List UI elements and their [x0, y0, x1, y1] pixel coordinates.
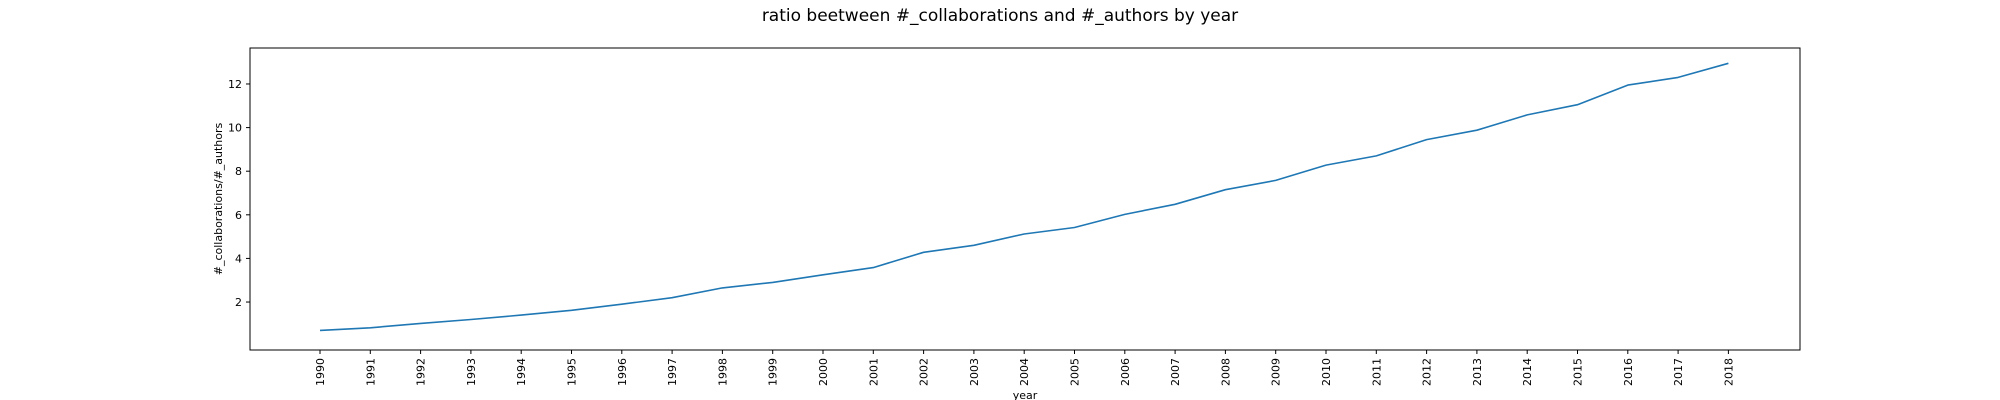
- x-tick-label: 2002: [918, 358, 931, 386]
- y-tick-label: 10: [228, 122, 242, 135]
- x-tick-label: 1994: [515, 358, 528, 386]
- x-tick-label: 2007: [1169, 358, 1182, 386]
- plot-area: [249, 47, 1801, 351]
- y-tick-label: 12: [228, 78, 242, 91]
- x-tick-label: 2005: [1069, 358, 1082, 386]
- x-tick-label: 1991: [364, 358, 377, 386]
- x-tick-label: 1998: [716, 358, 729, 386]
- x-tick-label: 2009: [1270, 358, 1283, 386]
- x-tick-label: 2010: [1320, 358, 1333, 386]
- x-tick-label: 2018: [1722, 358, 1735, 386]
- y-tick-label: 8: [235, 165, 242, 178]
- x-tick-label: 2001: [867, 358, 880, 386]
- y-tick-label: 2: [235, 296, 242, 309]
- x-tick-label: 2012: [1421, 358, 1434, 386]
- x-tick-label: 2000: [817, 358, 830, 386]
- y-axis: 2 4 6 8 10 12: [228, 78, 250, 309]
- x-tick-label: 2003: [968, 358, 981, 386]
- x-tick-label: 1992: [415, 358, 428, 386]
- x-tick-label: 2004: [1018, 358, 1031, 386]
- x-tick-label: 1995: [566, 358, 579, 386]
- x-tick-label: 2006: [1119, 358, 1132, 386]
- x-axis: 1990 1991 1992 1993 1994 1995 1996 1997 1998 1999…: [314, 350, 1735, 386]
- x-tick-label: 2014: [1521, 358, 1534, 386]
- series-line: [319, 62, 1729, 332]
- x-tick-label: 1996: [616, 358, 629, 386]
- x-tick-label: 2008: [1219, 358, 1232, 386]
- y-axis-label: #_collaborations/#_authors: [212, 122, 225, 275]
- x-tick-label: 2011: [1370, 358, 1383, 386]
- x-tick-label: 1999: [767, 358, 780, 386]
- chart-title: ratio beetween #_collaborations and #_au…: [762, 6, 1238, 26]
- y-tick-label: 6: [235, 209, 242, 222]
- x-tick-label: 2015: [1572, 358, 1585, 386]
- y-tick-label: 4: [235, 252, 242, 265]
- x-tick-label: 1993: [465, 358, 478, 386]
- x-tick-label: 1990: [314, 358, 327, 386]
- x-tick-label: 2013: [1471, 358, 1484, 386]
- x-tick-label: 2017: [1672, 358, 1685, 386]
- x-tick-label: 1997: [666, 358, 679, 386]
- x-axis-label: year: [1013, 389, 1038, 400]
- x-tick-label: 2016: [1622, 358, 1635, 386]
